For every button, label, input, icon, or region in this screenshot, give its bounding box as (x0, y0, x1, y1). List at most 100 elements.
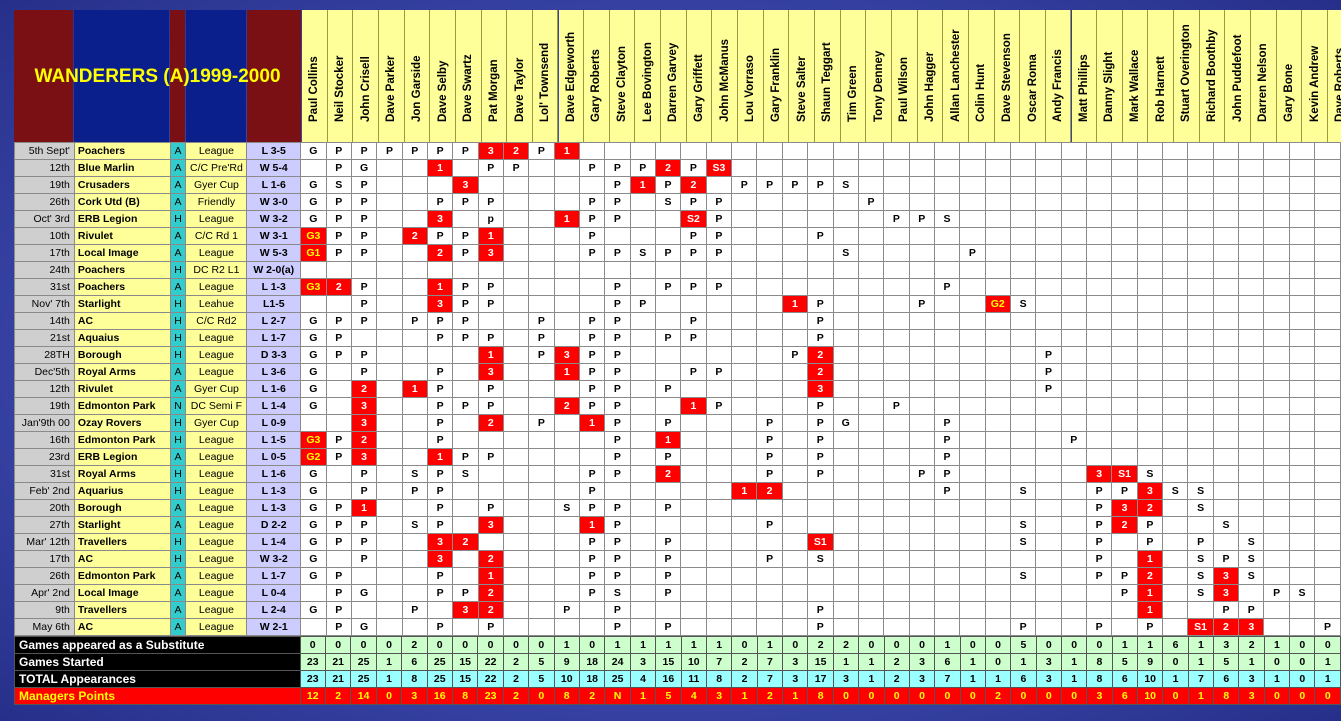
appearance-cell (1085, 159, 1113, 177)
appearance-cell: G (350, 584, 378, 602)
player-name: Paul Wilson (898, 56, 911, 122)
player-header: Jon Garside (404, 10, 431, 142)
appearance-cell: P (629, 159, 656, 177)
totals-label: TOTAL Appearances (14, 670, 301, 688)
appearance-cell (857, 295, 885, 313)
appearance-cell: P (477, 278, 504, 296)
appearance-cell (1136, 380, 1164, 398)
player-name: Lee Bovington (641, 42, 654, 122)
appearance-cell (1314, 397, 1341, 415)
appearance-cell (883, 346, 910, 364)
appearance-cell (959, 176, 986, 194)
appearance-cell (1085, 329, 1113, 347)
appearance-cell: P (325, 210, 352, 228)
appearance-cell (908, 176, 935, 194)
player-header: Darren Garvey (661, 10, 687, 142)
appearance-cell (1263, 618, 1290, 636)
appearance-cell (908, 346, 935, 364)
appearance-cell (401, 499, 428, 517)
appearance-cell: S (1009, 567, 1037, 585)
appearance-cell (1162, 516, 1189, 534)
appearance-cell (1238, 312, 1265, 330)
match-date: 17th (14, 550, 75, 568)
appearance-cell (984, 431, 1011, 449)
appearance-cell (933, 516, 961, 534)
appearance-cell: P (325, 227, 352, 245)
appearance-cell (1111, 380, 1138, 398)
appearance-cell (1111, 329, 1138, 347)
appearance-cell (807, 516, 834, 534)
match-date: 24th (14, 261, 75, 279)
player-name: Steve Salter (795, 56, 808, 122)
appearance-cell (502, 482, 530, 500)
appearance-cell (1162, 329, 1189, 347)
appearance-cell (1009, 363, 1037, 381)
appearance-cell: P (452, 448, 479, 466)
appearance-cell (984, 244, 1011, 262)
appearance-cell (756, 567, 783, 585)
appearance-cell (1288, 227, 1316, 245)
totals-value: 15 (807, 653, 834, 671)
appearance-cell: S (604, 584, 631, 602)
appearance-cell (933, 312, 961, 330)
appearance-cell (1162, 550, 1189, 568)
appearance-cell (908, 567, 935, 585)
appearance-cell: P (807, 397, 834, 415)
appearance-cell: 2 (477, 550, 504, 568)
home-away: A (169, 499, 187, 517)
appearance-cell (857, 431, 885, 449)
appearance-cell (452, 516, 479, 534)
appearance-cell: P (350, 516, 378, 534)
appearance-cell: P (1212, 550, 1240, 568)
appearance-cell (1263, 227, 1290, 245)
totals-value: 1 (680, 636, 708, 654)
appearance-cell (528, 550, 555, 568)
totals-value: 0 (1010, 687, 1037, 705)
appearance-cell: P (452, 278, 479, 296)
appearance-cell: 1 (680, 397, 707, 415)
appearance-cell (933, 533, 961, 551)
appearance-cell (376, 567, 403, 585)
appearance-cell: P (1136, 533, 1164, 551)
appearance-cell: P (1035, 380, 1062, 398)
appearance-cell: 3 (1136, 482, 1164, 500)
appearance-cell (629, 533, 656, 551)
match-row: 31st Royal Arms H League L 1-6 G P S P S P P 2 P P P P 3 S… (14, 465, 1341, 483)
appearance-cell (376, 618, 403, 636)
player-header: Rob Harnett (1148, 10, 1175, 142)
appearance-cell (705, 329, 733, 347)
appearance-cell (376, 550, 403, 568)
appearance-cell (1111, 363, 1138, 381)
appearance-cell: P (401, 142, 428, 160)
opponent: Poachers (73, 278, 171, 296)
appearance-cell (984, 346, 1011, 364)
appearance-cell (1009, 414, 1037, 432)
appearance-cell (350, 329, 378, 347)
totals-value: 0 (959, 687, 986, 705)
appearance-cell (1314, 533, 1341, 551)
appearance-cell (908, 618, 935, 636)
appearance-cell (1238, 584, 1265, 602)
appearance-cell (528, 261, 555, 279)
opponent: Blue Marlin (73, 159, 171, 177)
totals-value: 2 (756, 687, 784, 705)
appearance-cell (578, 278, 606, 296)
appearance-cell (883, 584, 910, 602)
totals-value: 3 (908, 653, 936, 671)
appearance-cell (807, 210, 834, 228)
appearance-cell (908, 397, 935, 415)
appearance-cell: P (502, 159, 530, 177)
appearance-cell: 2 (477, 601, 504, 619)
appearance-cell (629, 380, 656, 398)
appearance-cell: P (325, 448, 352, 466)
appearance-cell (1212, 414, 1240, 432)
appearance-cell (731, 244, 758, 262)
result: L 1-6 (246, 176, 302, 194)
appearance-cell: P (781, 346, 809, 364)
appearance-cell (705, 618, 733, 636)
appearance-cell (984, 550, 1011, 568)
appearance-cell (1009, 142, 1037, 160)
result: L 1-3 (246, 482, 302, 500)
appearance-cell: G (300, 329, 327, 347)
player-header: Mark Wallace (1122, 10, 1149, 142)
